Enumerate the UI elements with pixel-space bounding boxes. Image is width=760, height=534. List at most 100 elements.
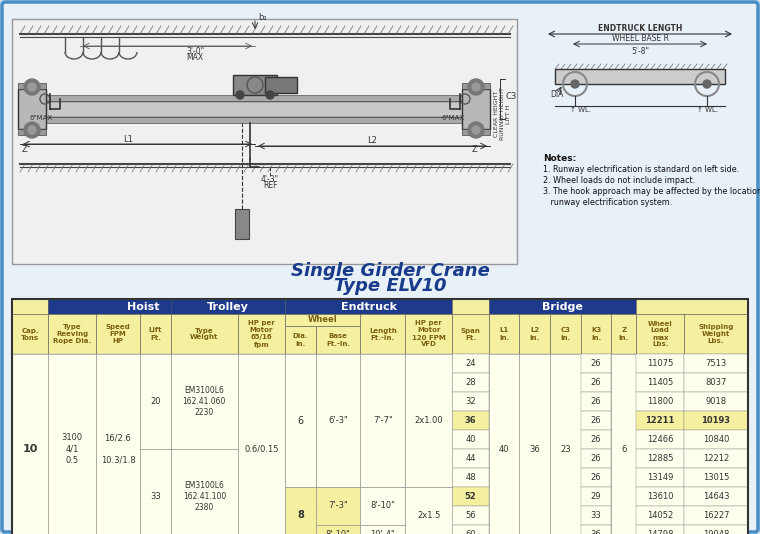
Bar	[405, 354, 452, 487]
Text: Length
Ft.-In.: Length Ft.-In.	[369, 327, 397, 341]
Bar	[684, 506, 748, 525]
Bar	[360, 525, 405, 534]
Text: Dia.
In.: Dia. In.	[293, 334, 309, 347]
Bar	[684, 449, 748, 468]
Bar	[462, 89, 490, 129]
Bar	[360, 506, 405, 525]
Text: 11405: 11405	[647, 378, 673, 387]
Bar	[684, 449, 748, 468]
Bar	[285, 487, 316, 534]
Bar	[171, 411, 238, 430]
Bar	[96, 487, 141, 506]
Bar	[684, 506, 748, 525]
Bar	[489, 468, 519, 487]
Bar	[684, 373, 748, 392]
Bar	[405, 525, 452, 534]
Text: Type
Weight: Type Weight	[190, 327, 219, 341]
Bar	[462, 129, 490, 135]
Text: 12466: 12466	[647, 435, 673, 444]
Text: L2: L2	[367, 136, 377, 145]
Bar	[405, 449, 452, 468]
Bar	[171, 468, 238, 487]
Text: Type ELV10: Type ELV10	[334, 277, 446, 295]
Bar	[452, 411, 489, 430]
Bar	[238, 430, 285, 449]
Bar	[48, 449, 96, 468]
Bar	[96, 354, 141, 534]
Text: Bridge: Bridge	[542, 302, 583, 311]
Bar	[316, 430, 360, 449]
Bar	[550, 468, 581, 487]
Text: 26: 26	[591, 473, 601, 482]
Text: Endtruck: Endtruck	[340, 302, 397, 311]
Bar	[489, 299, 636, 314]
Text: Z
In.: Z In.	[619, 327, 629, 341]
Bar	[96, 449, 141, 468]
Bar	[96, 411, 141, 430]
Bar	[684, 411, 748, 430]
Text: runway electrification system.: runway electrification system.	[543, 198, 673, 207]
Bar	[238, 392, 285, 411]
Bar	[12, 314, 48, 354]
Bar	[452, 449, 489, 468]
Text: 8037: 8037	[705, 378, 727, 387]
Text: Single Girder Crane: Single Girder Crane	[290, 262, 489, 280]
Text: 8: 8	[297, 511, 304, 521]
Bar	[581, 411, 611, 430]
Bar	[581, 411, 611, 430]
Text: Notes:: Notes:	[543, 154, 576, 163]
Bar	[316, 487, 360, 506]
Bar	[519, 411, 550, 430]
Bar	[684, 468, 748, 487]
Bar	[636, 411, 684, 430]
Bar	[360, 354, 405, 373]
Bar	[48, 299, 238, 314]
Bar	[550, 449, 581, 468]
Bar	[636, 373, 684, 392]
Bar	[285, 314, 360, 326]
Text: 44: 44	[465, 454, 476, 463]
Bar	[360, 373, 405, 392]
Bar	[550, 487, 581, 506]
Bar	[238, 487, 285, 506]
Text: 7'-3": 7'-3"	[328, 501, 348, 511]
Bar	[360, 449, 405, 468]
Bar	[550, 354, 581, 373]
Text: MAX: MAX	[186, 53, 204, 62]
Bar	[405, 430, 452, 449]
Text: L2
In.: L2 In.	[530, 327, 540, 341]
Bar	[141, 468, 171, 487]
Text: 6'-3": 6'-3"	[328, 416, 348, 425]
Bar	[636, 354, 684, 373]
Bar	[18, 83, 46, 89]
Bar	[12, 430, 48, 449]
Text: 26: 26	[591, 359, 601, 368]
Bar	[360, 468, 405, 487]
Bar	[316, 411, 360, 430]
Bar	[452, 506, 489, 525]
Bar	[141, 430, 171, 449]
Text: EM3100L6
162.41.060
2230: EM3100L6 162.41.060 2230	[182, 386, 226, 417]
Text: 7513: 7513	[705, 359, 727, 368]
Bar	[636, 449, 684, 468]
Bar	[316, 525, 360, 534]
Bar	[452, 411, 489, 430]
Text: 0.6/0.15: 0.6/0.15	[244, 444, 279, 453]
Bar	[12, 354, 48, 534]
Bar	[96, 314, 141, 354]
Text: 60: 60	[465, 530, 476, 534]
Bar	[489, 373, 519, 392]
Bar	[405, 487, 452, 534]
Text: 12885: 12885	[647, 454, 673, 463]
Bar	[285, 468, 316, 487]
Bar	[550, 506, 581, 525]
Text: 13610: 13610	[647, 492, 673, 501]
Bar	[316, 373, 360, 392]
Bar	[611, 506, 636, 525]
Bar	[48, 314, 96, 354]
Bar	[12, 299, 48, 314]
Bar	[684, 373, 748, 392]
Bar	[611, 525, 636, 534]
Text: Lift
Ft.: Lift Ft.	[149, 327, 163, 341]
Bar	[316, 487, 360, 525]
